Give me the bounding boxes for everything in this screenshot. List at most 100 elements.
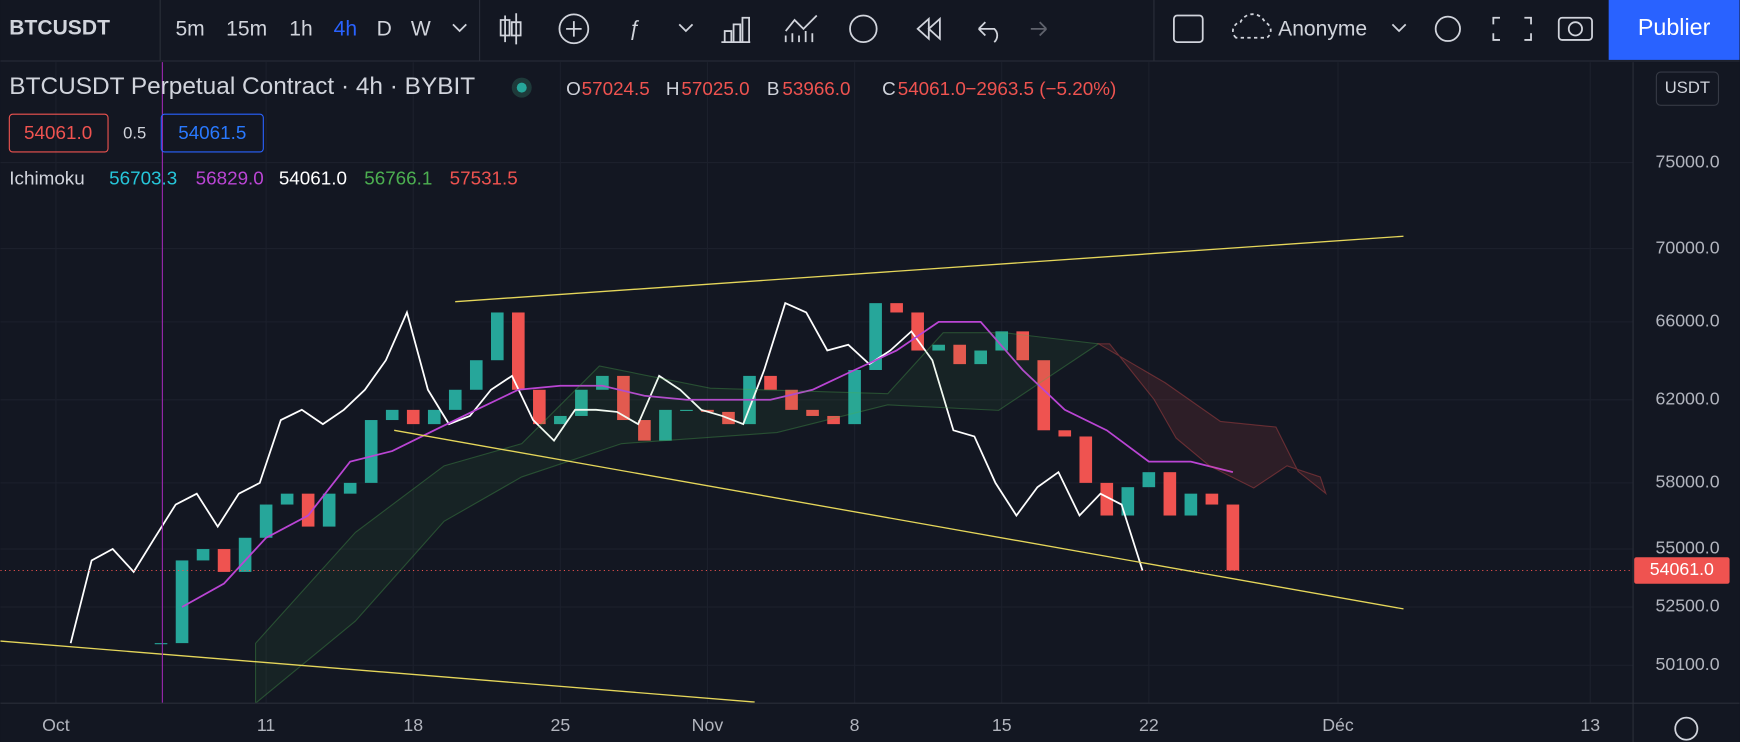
replay-icon[interactable] bbox=[916, 16, 941, 41]
currency-box[interactable] bbox=[1655, 71, 1720, 106]
y-tick-label: 62000.0 bbox=[1655, 388, 1719, 408]
settings-icon[interactable] bbox=[1434, 15, 1461, 42]
candle bbox=[364, 420, 378, 483]
undo-icon[interactable] bbox=[978, 21, 999, 43]
interval[interactable]: W bbox=[411, 18, 431, 41]
fx-icon[interactable]: ƒ bbox=[628, 18, 640, 41]
ohlc-label: C bbox=[882, 78, 896, 99]
ohlc-label: O bbox=[566, 78, 581, 99]
candle bbox=[554, 415, 567, 425]
x-tick-label: 13 bbox=[1580, 715, 1600, 735]
alert-icon[interactable] bbox=[849, 14, 878, 44]
candle bbox=[932, 344, 945, 351]
layout-icon[interactable] bbox=[1173, 14, 1204, 44]
candle bbox=[1121, 487, 1135, 516]
price-axis bbox=[1633, 62, 1740, 742]
candle bbox=[322, 493, 336, 527]
price-label-box bbox=[1634, 557, 1730, 584]
indicator-value: 54061.0 bbox=[279, 168, 347, 189]
interval[interactable]: 4h bbox=[334, 18, 357, 41]
candle bbox=[848, 369, 861, 425]
cloud bbox=[1096, 343, 1327, 496]
interval[interactable]: 15m bbox=[226, 18, 267, 41]
interval[interactable]: D bbox=[377, 18, 392, 41]
x-tick-label: 11 bbox=[257, 715, 275, 735]
interval[interactable]: 1h bbox=[289, 18, 312, 41]
legend-title: BTCUSDT Perpetual Contract · 4h · BYBIT bbox=[9, 73, 475, 100]
indicator-line bbox=[181, 320, 1234, 608]
indicator-add-icon[interactable] bbox=[558, 13, 590, 45]
spread: 0.5 bbox=[123, 124, 146, 143]
time-axis bbox=[0, 703, 1634, 742]
candle bbox=[764, 375, 777, 390]
candle bbox=[406, 409, 420, 425]
axes: 50100.0 52500.0 55000.0 58000.0 62000.0 66000… bbox=[42, 151, 1730, 735]
indicator-value: 56766.1 bbox=[364, 168, 432, 189]
settings-icon[interactable] bbox=[1674, 716, 1699, 741]
symbol[interactable]: BTCUSDT bbox=[9, 16, 110, 39]
y-tick-label: 70000.0 bbox=[1655, 237, 1719, 257]
x-tick-label: Nov bbox=[692, 715, 724, 735]
indicator-value: 56829.0 bbox=[196, 168, 264, 189]
candle bbox=[974, 350, 988, 365]
candle bbox=[1205, 493, 1219, 505]
cloud-icon[interactable] bbox=[1232, 13, 1272, 39]
dropdown-icon[interactable] bbox=[1391, 23, 1407, 33]
ohlc-value: 53966.0 bbox=[782, 78, 850, 99]
candle bbox=[1100, 482, 1114, 516]
candle bbox=[1016, 331, 1030, 361]
candle bbox=[995, 331, 1009, 351]
status-dot bbox=[516, 82, 527, 93]
lens bbox=[1567, 21, 1583, 37]
y-tick-label: 58000.0 bbox=[1655, 472, 1719, 492]
candle bbox=[617, 375, 630, 421]
bid: 54061.0 bbox=[24, 122, 92, 143]
candle bbox=[301, 493, 315, 527]
x-tick-label: 18 bbox=[403, 715, 423, 735]
candle bbox=[533, 389, 546, 425]
candle bbox=[890, 303, 903, 313]
y-tick-label: 52500.0 bbox=[1655, 596, 1719, 616]
template-icon[interactable] bbox=[721, 16, 751, 44]
candle bbox=[1142, 472, 1156, 488]
indicator-values: 56703.3 56829.0 54061.0 56766.1 57531.5 bbox=[109, 168, 518, 189]
candle bbox=[280, 493, 294, 505]
publish-button[interactable] bbox=[1608, 0, 1740, 60]
chart-type-icon[interactable] bbox=[499, 13, 522, 45]
interval[interactable]: 5m bbox=[175, 18, 204, 41]
currency: USDT bbox=[1665, 78, 1710, 97]
indicator-value: 56703.3 bbox=[109, 168, 177, 189]
alert-chart-icon[interactable] bbox=[784, 14, 818, 43]
dropdown-icon[interactable] bbox=[452, 23, 467, 33]
price-label: 54061.0 bbox=[1650, 559, 1714, 579]
fullscreen-icon[interactable] bbox=[1492, 16, 1532, 41]
redo-icon[interactable] bbox=[1030, 21, 1047, 37]
trend-line bbox=[455, 235, 1404, 303]
x-tick-label: 15 bbox=[992, 715, 1012, 735]
candle bbox=[1226, 504, 1240, 571]
x-tick-label: 22 bbox=[1139, 715, 1159, 735]
plot bbox=[0, 62, 1634, 704]
candle bbox=[806, 409, 819, 416]
candle bbox=[953, 344, 966, 365]
x-tick-label: 8 bbox=[850, 715, 860, 735]
candle bbox=[217, 549, 231, 572]
trend-line bbox=[394, 429, 1404, 610]
ask-box[interactable] bbox=[160, 113, 264, 153]
candle bbox=[869, 303, 882, 370]
bid-box[interactable] bbox=[8, 113, 109, 153]
indicator-name: Ichimoku bbox=[9, 168, 84, 189]
screenshot-icon[interactable] bbox=[1557, 16, 1593, 41]
ohlc-value: 57025.0 bbox=[681, 78, 749, 99]
candle bbox=[427, 409, 441, 425]
x-tick-label: Déc bbox=[1322, 715, 1354, 735]
user-name[interactable]: Anonyme bbox=[1278, 18, 1367, 41]
candle bbox=[343, 482, 357, 494]
plus bbox=[566, 21, 582, 37]
drawings bbox=[0, 62, 1404, 705]
candle bbox=[1079, 436, 1093, 483]
dropdown-icon[interactable] bbox=[678, 23, 694, 33]
